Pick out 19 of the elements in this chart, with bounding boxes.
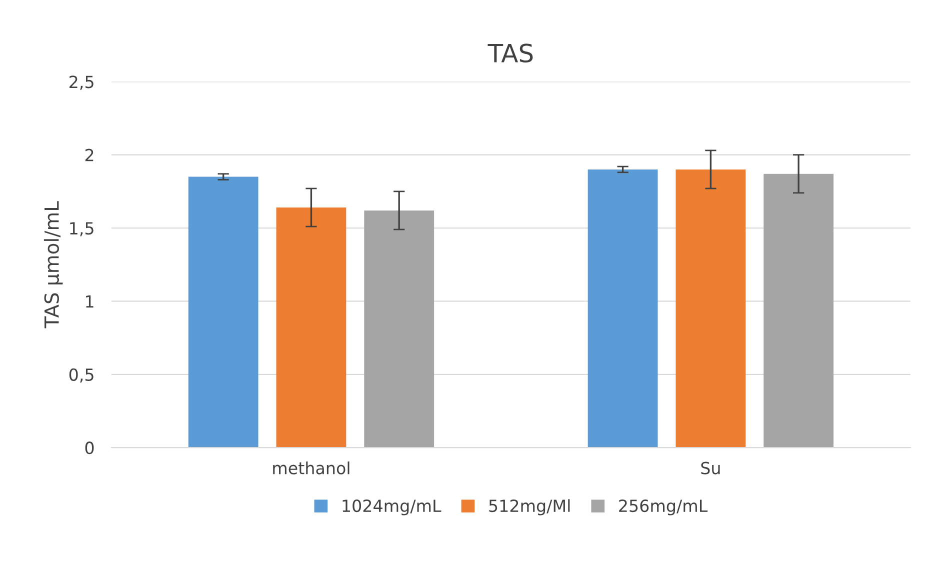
bar bbox=[276, 208, 346, 448]
x-tick-label: Su bbox=[701, 462, 720, 474]
y-tick-label: 2 bbox=[85, 148, 94, 162]
y-tick-label: 0 bbox=[85, 442, 94, 454]
bar bbox=[676, 169, 746, 448]
bar bbox=[764, 174, 834, 448]
legend-label: 1024mg/mL bbox=[342, 499, 442, 516]
y-tick-label: 1 bbox=[86, 295, 94, 308]
y-tick-label: 1,5 bbox=[70, 222, 94, 236]
bar bbox=[588, 169, 658, 448]
x-tick-label: methanol bbox=[273, 461, 350, 474]
chart-title: TAS bbox=[488, 44, 533, 63]
y-axis-title: TAS µmol/mL bbox=[44, 201, 63, 328]
y-tick-label: 0,5 bbox=[69, 368, 94, 383]
legend-label: 512mg/Ml bbox=[489, 499, 570, 516]
legend-label: 256mg/mL bbox=[619, 499, 708, 516]
bar bbox=[188, 176, 258, 448]
bar bbox=[364, 210, 434, 448]
y-tick-label: 2,5 bbox=[70, 76, 94, 90]
